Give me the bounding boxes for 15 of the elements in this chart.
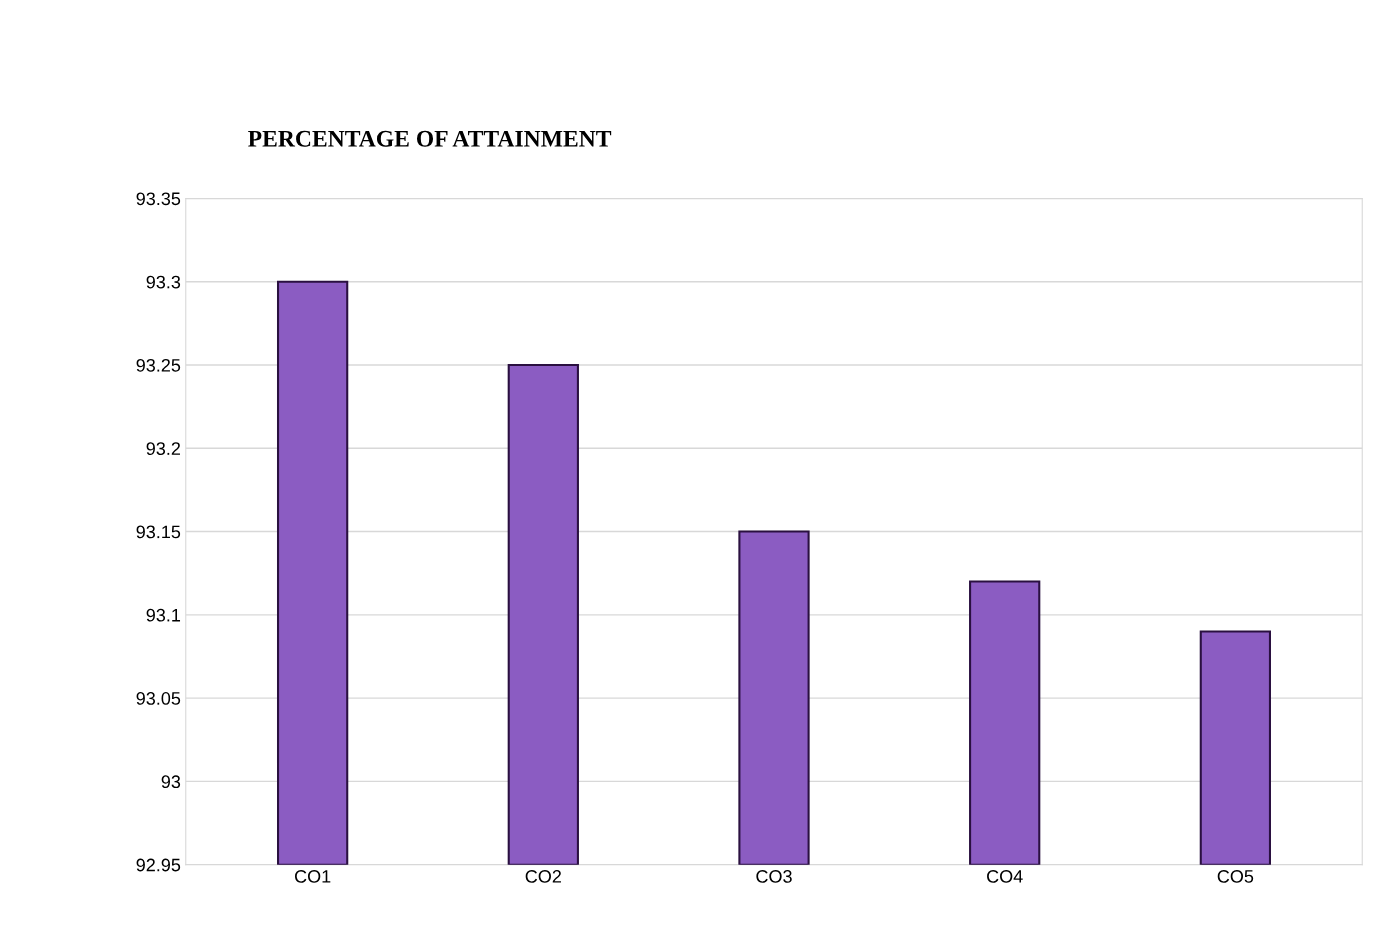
x-tick-label: CO4 bbox=[987, 870, 1023, 883]
y-tick-label: 92.95 bbox=[136, 858, 181, 872]
x-tick-label: CO3 bbox=[756, 870, 792, 883]
y-tick-label: 93.25 bbox=[136, 358, 181, 372]
y-tick-label: 93.35 bbox=[136, 192, 181, 206]
y-tick-label: 93.3 bbox=[146, 275, 181, 289]
x-tick-label: CO5 bbox=[1217, 870, 1254, 883]
chart-title: PERCENTAGE OF ATTAINMENT bbox=[248, 130, 612, 147]
y-tick-label: 93.1 bbox=[146, 608, 181, 622]
x-tick-label: CO2 bbox=[525, 870, 561, 883]
x-tick-label: CO1 bbox=[294, 870, 331, 883]
y-tick-label: 93 bbox=[161, 775, 181, 789]
y-tick-label: 93.2 bbox=[146, 442, 180, 455]
y-tick-label: 93.05 bbox=[136, 692, 181, 705]
y-tick-label: 93.15 bbox=[136, 525, 181, 539]
